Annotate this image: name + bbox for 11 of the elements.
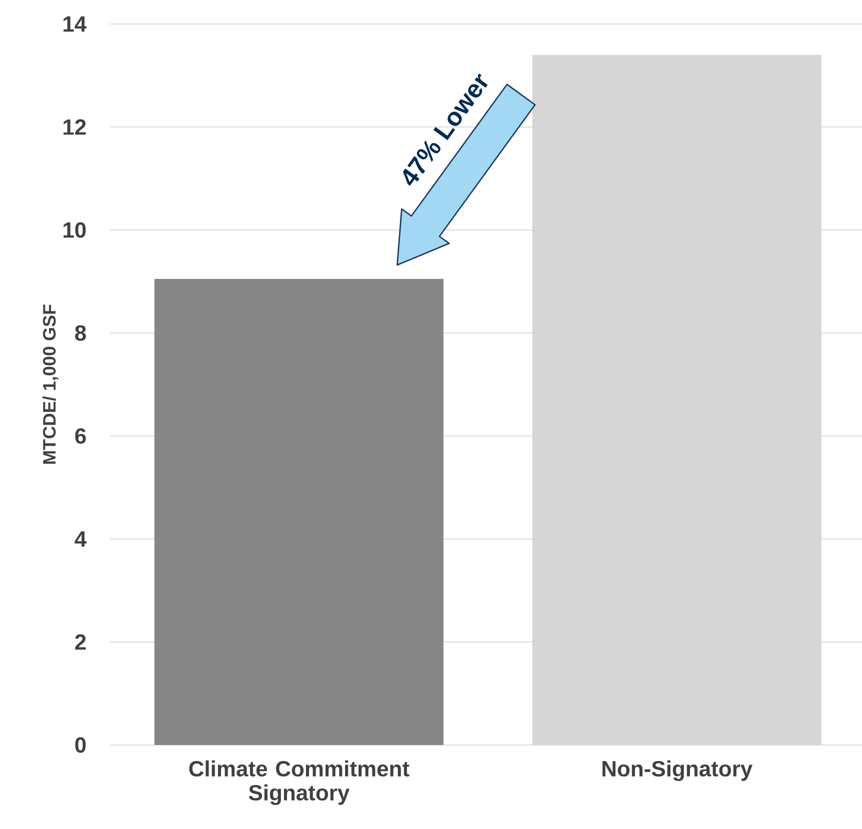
y-tick-label: 6 bbox=[75, 428, 86, 444]
x-tick-label: Non-Signatory bbox=[602, 760, 752, 781]
y-tick-label: 4 bbox=[74, 531, 86, 547]
y-tick-label: 0 bbox=[75, 737, 86, 753]
y-tick-label: 2 bbox=[75, 634, 86, 650]
y-tick-label: 8 bbox=[75, 325, 86, 341]
y-tick-label: 10 bbox=[64, 222, 86, 238]
y-tick-label: 12 bbox=[64, 119, 86, 135]
y-tick-label: 14 bbox=[64, 16, 86, 32]
x-tick-label: Climate Commitment Signatory bbox=[189, 760, 410, 805]
y-axis-title: MTCDE/ 1,000 GSF bbox=[42, 304, 58, 464]
